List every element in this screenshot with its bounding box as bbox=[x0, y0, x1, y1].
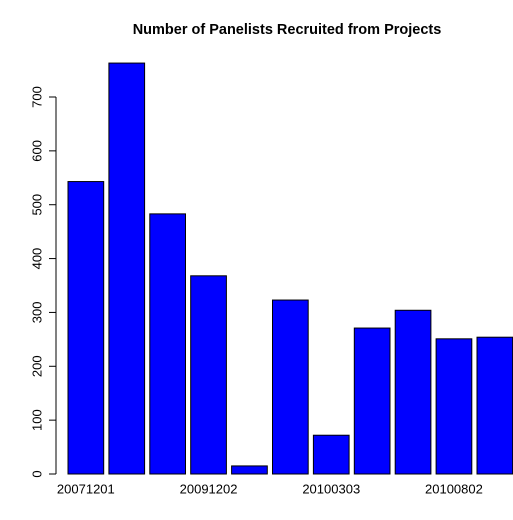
chart-title: Number of Panelists Recruited from Proje… bbox=[133, 22, 442, 38]
bar bbox=[231, 465, 268, 475]
x-tick-label: 20100802 bbox=[425, 481, 483, 496]
x-tick-label: 20091202 bbox=[180, 481, 238, 496]
bar bbox=[476, 336, 513, 475]
bar bbox=[272, 299, 309, 475]
y-tick-label: 100 bbox=[29, 409, 44, 431]
y-tick-label: 300 bbox=[29, 302, 44, 324]
y-tick-label: 200 bbox=[29, 355, 44, 377]
y-tick-label: 400 bbox=[29, 248, 44, 270]
bar bbox=[108, 62, 146, 475]
bar bbox=[67, 181, 105, 475]
bar bbox=[394, 309, 432, 475]
bar bbox=[312, 434, 350, 475]
x-tick-label: 20071201 bbox=[57, 481, 115, 496]
y-tick-label: 600 bbox=[29, 140, 44, 162]
x-tick-label: 20100303 bbox=[302, 481, 360, 496]
bar bbox=[353, 327, 391, 475]
y-tick-label: 0 bbox=[29, 470, 44, 477]
bar bbox=[190, 275, 227, 475]
bar bbox=[149, 213, 187, 475]
y-tick-label: 700 bbox=[29, 86, 44, 108]
bar bbox=[435, 338, 473, 475]
y-tick-label: 500 bbox=[29, 194, 44, 216]
